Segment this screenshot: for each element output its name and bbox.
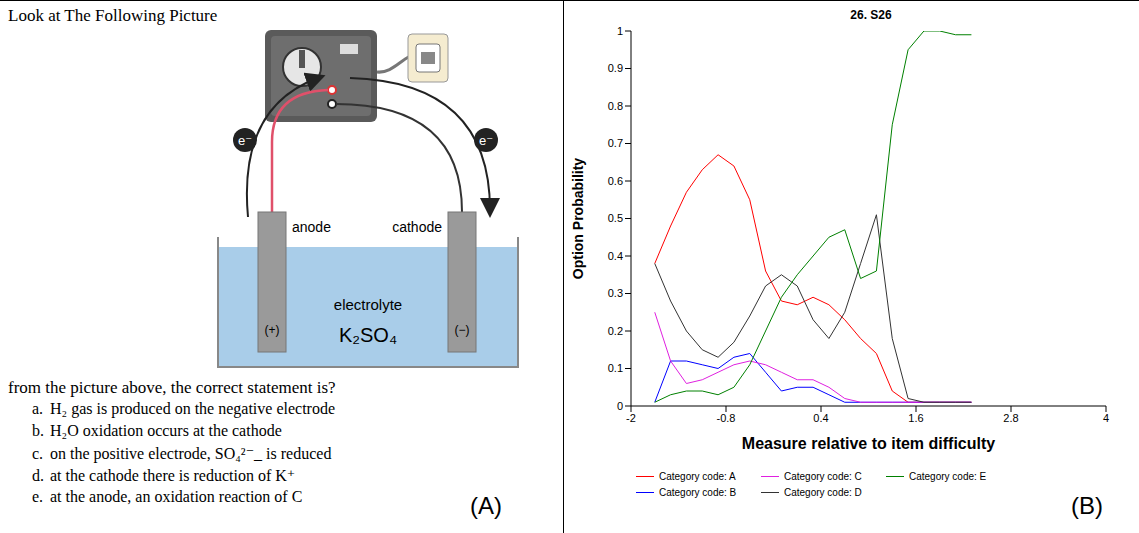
svg-text:0.5: 0.5 [608,212,623,224]
html-text:(A): (A) [470,492,502,519]
svg-text:0: 0 [617,400,623,412]
svg-text:0.2: 0.2 [608,325,623,337]
svg-text:e⁻: e⁻ [479,133,493,148]
html-text:Category code: D: Category code: D [784,486,862,498]
svg-text:2.8: 2.8 [1003,412,1018,424]
svg-text:electrolyte: electrolyte [334,296,402,313]
svg-text:Option Probability: Option Probability [570,158,586,280]
svg-text:1.6: 1.6 [908,412,923,424]
html-text:on the positive electrode, SO₄: on the positive electrode, SO₄²⁻_ is red… [50,445,332,462]
svg-text:(+): (+) [265,323,280,337]
html-text:at the anode, an oxidation rea: at the anode, an oxidation reaction of C [50,488,303,505]
svg-text:0.4: 0.4 [608,250,623,262]
html-text:a.: a. [32,400,44,417]
html-text:Look at The Following Picture: Look at The Following Picture [8,6,218,25]
svg-text:0.6: 0.6 [608,175,623,187]
svg-text:0.3: 0.3 [608,287,623,299]
html-text:26. S26: 26. S26 [850,8,892,22]
html-text:(B): (B) [1071,492,1103,519]
html-text:Category code: E: Category code: E [909,470,987,482]
svg-text:e⁻: e⁻ [238,133,252,148]
svg-text:1: 1 [617,26,623,37]
html-text:from the picture above, the co: from the picture above, the correct stat… [8,378,336,397]
svg-text:0.8: 0.8 [608,100,623,112]
svg-text:-0.8: -0.8 [717,412,736,424]
svg-text:0.1: 0.1 [608,362,623,374]
html-text:Category code: C: Category code: C [784,470,862,482]
svg-text:0.9: 0.9 [608,62,623,74]
svg-text:cathode: cathode [392,219,442,235]
svg-text:-2: -2 [626,412,636,424]
html-text:at the cathode there is reduct: at the cathode there is reduction of K⁺ [50,467,296,484]
svg-text:(−): (−) [455,323,470,337]
svg-text:anode: anode [292,219,331,235]
svg-text:Measure relative to item diffi: Measure relative to item difficulty [742,435,996,452]
html-text:d.: d. [32,467,44,484]
svg-text:0.7: 0.7 [608,137,623,149]
html-text:e.: e. [32,488,44,505]
html-text:Category code: A: Category code: A [659,470,736,482]
html-text:b.: b. [32,422,44,439]
svg-text:4: 4 [1103,412,1109,424]
html-text:Category code: B: Category code: B [659,486,737,498]
svg-text:0.4: 0.4 [813,412,828,424]
html-text:c.: c. [32,445,44,462]
svg-text:K₂SO₄: K₂SO₄ [339,324,397,346]
html-text:H₂ gas is produced on the nega: H₂ gas is produced on the negative elect… [50,400,335,417]
html-text:H₂O oxidation occurs at the ca: H₂O oxidation occurs at the cathode [50,422,282,439]
